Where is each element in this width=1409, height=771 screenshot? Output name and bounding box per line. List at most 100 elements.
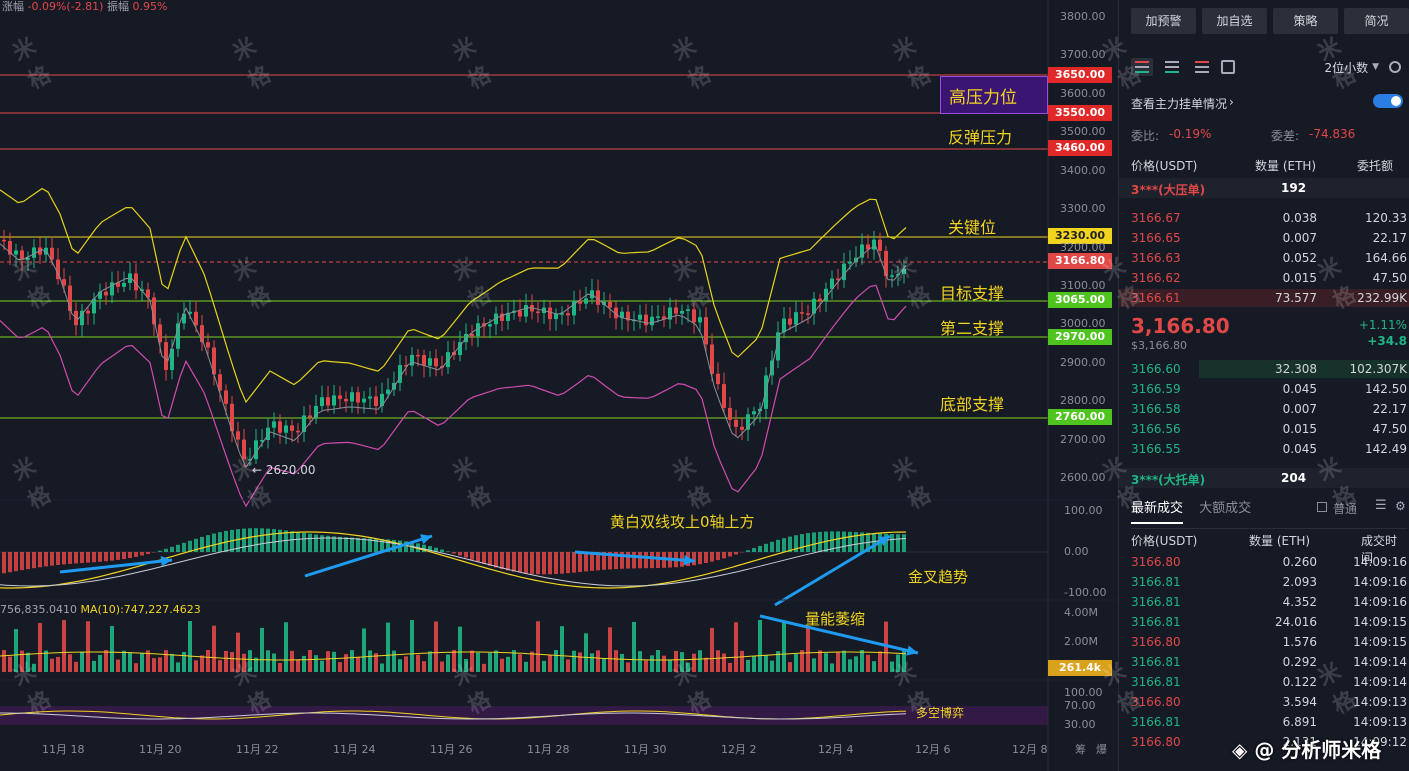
arrow-volume-shrink xyxy=(759,614,919,655)
volume-bar xyxy=(476,652,480,672)
volume-bar xyxy=(176,662,180,672)
col-qty[interactable]: 数量 (ETH) xyxy=(1255,159,1317,173)
bid-total: 142.49 xyxy=(1365,442,1407,456)
volume-bar xyxy=(296,659,300,672)
big-bid-row: 3***(大托单) 204 xyxy=(1119,468,1409,488)
price-tag-3650: 3650.00 xyxy=(1048,67,1112,83)
volume-bar xyxy=(626,662,630,672)
volume-bar xyxy=(770,660,774,672)
bids-only-icon[interactable] xyxy=(1161,58,1183,76)
trade-col-qty[interactable]: 数量 (ETH) xyxy=(1249,534,1311,548)
tab-latest-trades[interactable]: 最新成交 xyxy=(1131,501,1184,524)
volume-bar xyxy=(812,658,816,672)
ask-row[interactable]: 3166.67 0.038 120.33 xyxy=(1119,208,1409,228)
ask-row[interactable]: 3166.62 0.015 47.50 xyxy=(1119,268,1409,288)
bid-row[interactable]: 3166.55 0.045 142.49 xyxy=(1119,439,1409,459)
macd-bar xyxy=(602,552,606,570)
x-axis-tick: 11月 30 xyxy=(624,743,667,756)
volume-value: 756,835.0410 xyxy=(0,603,77,616)
overview-button[interactable]: 简况 xyxy=(1344,8,1409,34)
volume-bar xyxy=(494,650,498,672)
settings-gear-icon[interactable] xyxy=(1389,61,1401,73)
candle-body xyxy=(116,282,120,287)
candle-body xyxy=(548,307,552,320)
macd-bar xyxy=(818,531,822,552)
volume-bar xyxy=(896,654,900,672)
volume-bar xyxy=(698,650,702,672)
volume-bar xyxy=(542,660,546,672)
volume-bar xyxy=(80,651,84,672)
volume-shrink-label: 量能萎缩 xyxy=(805,610,866,628)
macd-bar xyxy=(896,534,900,552)
tab-large-trades[interactable]: 大额成交 xyxy=(1199,501,1252,516)
add-watchlist-button[interactable]: 加自选 xyxy=(1202,8,1267,34)
candle-body xyxy=(128,273,132,283)
ask-price: 3166.62 xyxy=(1131,271,1181,285)
normal-checkbox[interactable] xyxy=(1317,502,1327,512)
main-orders-toggle[interactable] xyxy=(1373,94,1403,108)
filter-icon[interactable]: ☰ xyxy=(1375,498,1387,513)
strategy-button[interactable]: 策略 xyxy=(1273,8,1338,34)
ask-price: 3166.63 xyxy=(1131,251,1181,265)
candle-body xyxy=(854,257,858,262)
ask-row[interactable]: 3166.61 73.577 232.99K xyxy=(1119,288,1409,308)
ask-row[interactable]: 3166.65 0.007 22.17 xyxy=(1119,228,1409,248)
candle-body xyxy=(620,311,624,319)
candle-body xyxy=(188,311,192,314)
macd-bar xyxy=(704,552,708,564)
volume-bar xyxy=(116,659,120,672)
price-tag-3230: 3230.00 xyxy=(1048,228,1112,244)
ask-row[interactable]: 3166.63 0.052 164.66 xyxy=(1119,248,1409,268)
trade-row: 3166.81 24.016 14:09:15 xyxy=(1119,612,1409,632)
trade-time: 14:09:13 xyxy=(1353,695,1407,709)
candle-body xyxy=(134,273,138,291)
decimal-select[interactable]: 2位小数 xyxy=(1324,60,1369,75)
volume-bar xyxy=(554,650,558,672)
arrow-macd-3 xyxy=(574,550,696,563)
macd-bar xyxy=(554,552,558,575)
candle-body xyxy=(230,403,234,432)
depth-view-icon[interactable] xyxy=(1221,60,1235,74)
volume-bar xyxy=(350,650,354,672)
macd-bar xyxy=(254,528,258,552)
candle-body xyxy=(554,313,558,320)
candle-body xyxy=(458,342,462,356)
volume-bar xyxy=(26,652,30,672)
candle-body xyxy=(104,291,108,296)
chart-area[interactable]: 涨幅 -0.09%(-2.81) 振幅 0.95% 756,835.0410 M… xyxy=(0,0,1118,771)
col-total[interactable]: 委托额 xyxy=(1357,159,1394,173)
golden-cross-label: 金叉趋势 xyxy=(908,568,969,586)
volume-bar xyxy=(800,650,804,672)
volume-bar xyxy=(836,652,840,672)
volume-bar xyxy=(398,659,402,672)
volume-ma-line xyxy=(0,651,907,661)
candlestick-chart[interactable] xyxy=(0,0,1118,771)
top-stats: 涨幅 -0.09%(-2.81) 振幅 0.95% xyxy=(2,0,167,14)
bid-row[interactable]: 3166.60 32.308 102.307K xyxy=(1119,359,1409,379)
asks-only-icon[interactable] xyxy=(1191,58,1213,76)
candle-body xyxy=(416,354,420,357)
both-sides-icon[interactable] xyxy=(1131,58,1153,76)
volume-bar xyxy=(74,661,78,672)
chevron-down-icon[interactable]: ▼ xyxy=(1372,62,1379,72)
bid-row[interactable]: 3166.59 0.045 142.50 xyxy=(1119,379,1409,399)
macd-bar xyxy=(380,539,384,552)
add-alert-button[interactable]: 加预警 xyxy=(1131,8,1196,34)
bid-row[interactable]: 3166.58 0.007 22.17 xyxy=(1119,399,1409,419)
settings-icon[interactable]: ⚙ xyxy=(1395,499,1406,513)
volume-bar xyxy=(152,658,156,672)
main-orders-row[interactable]: 查看主力挂单情况 › xyxy=(1131,92,1407,112)
ask-price: 3166.67 xyxy=(1131,211,1181,225)
macd-bar xyxy=(848,531,852,552)
volume-bar xyxy=(878,651,882,672)
macd-bar xyxy=(728,552,732,557)
volume-bar xyxy=(848,659,852,672)
ask-price: 3166.61 xyxy=(1131,291,1181,305)
main-orders-label: 查看主力挂单情况 xyxy=(1131,97,1228,111)
macd-bar xyxy=(530,552,534,574)
bid-row[interactable]: 3166.56 0.015 47.50 xyxy=(1119,419,1409,439)
volume-bar xyxy=(200,655,204,672)
macd-bar xyxy=(2,552,6,574)
y-axis-tick: 3400.00 xyxy=(1060,163,1106,177)
candle-body xyxy=(590,290,594,299)
